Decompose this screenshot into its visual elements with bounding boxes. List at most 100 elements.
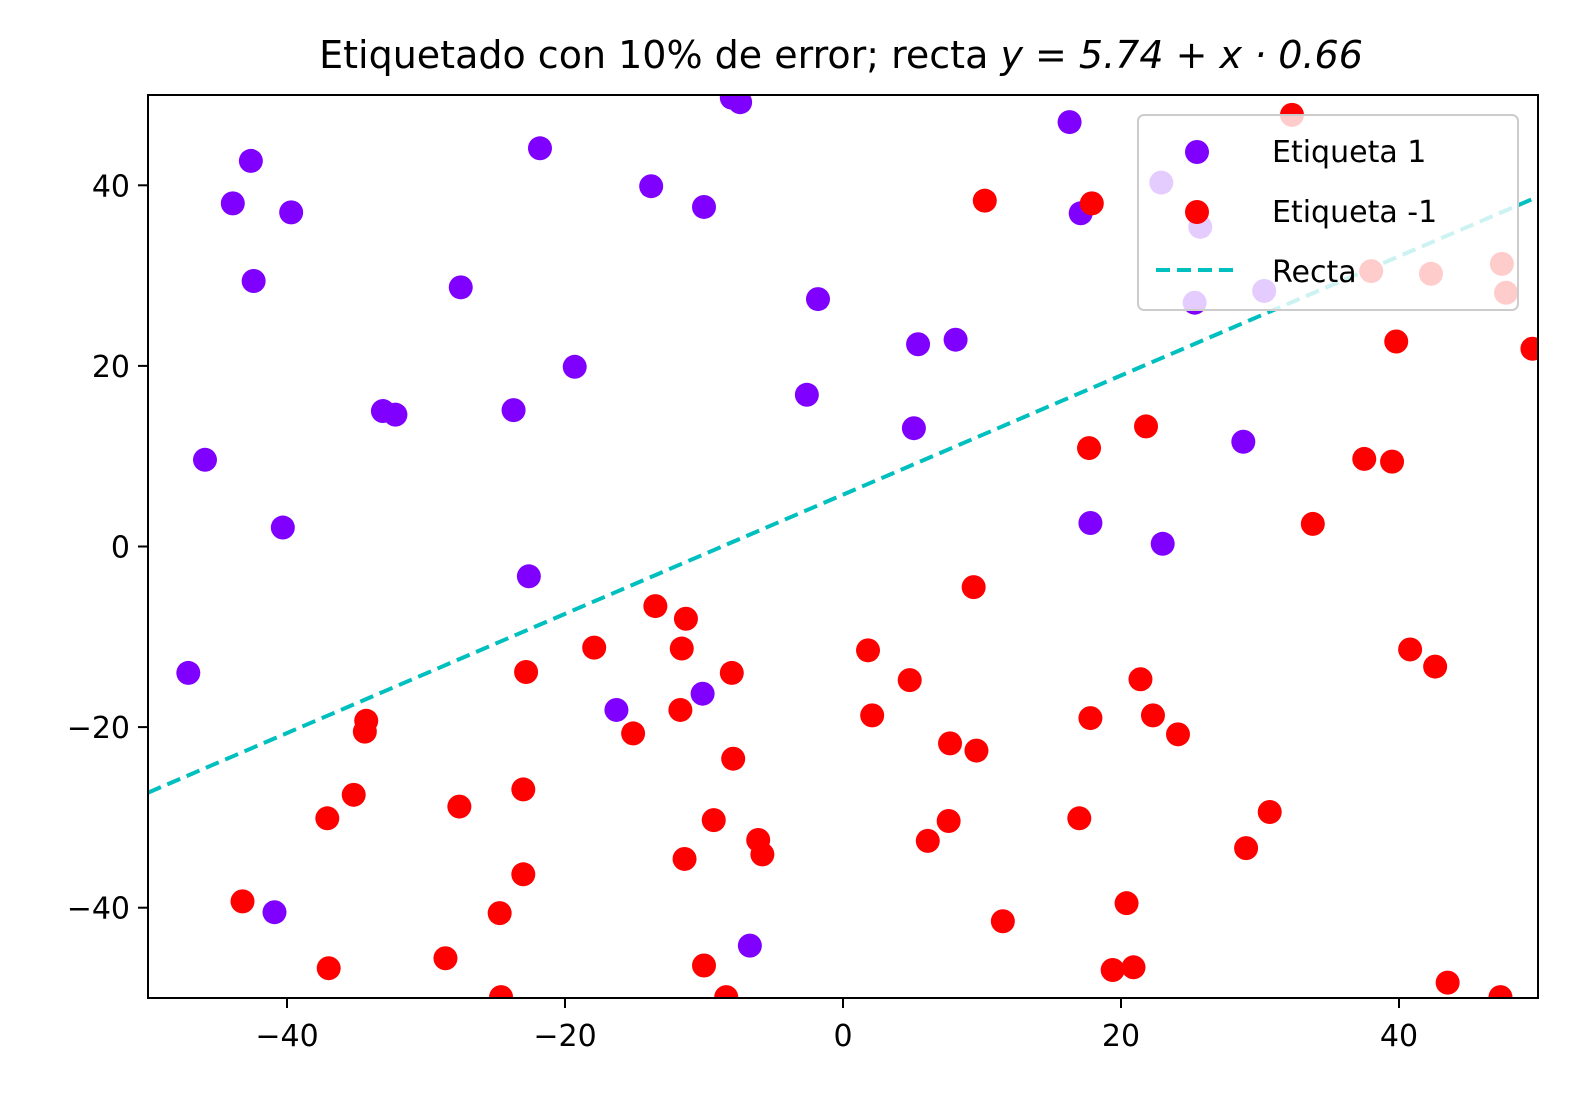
plot-frame (147, 94, 1539, 999)
y-tick-label: 40 (92, 169, 130, 204)
x-tick-label: 20 (1102, 1019, 1140, 1054)
point-etiqueta-neg-1 (668, 697, 693, 722)
point-etiqueta-neg-1 (1114, 891, 1139, 916)
point-etiqueta-neg-1 (1435, 970, 1460, 995)
point-etiqueta-1 (501, 398, 526, 423)
x-tick-label: 40 (1380, 1019, 1418, 1054)
y-tick-label: −40 (67, 892, 130, 927)
point-etiqueta-neg-1 (1077, 436, 1102, 461)
point-etiqueta-neg-1 (1352, 446, 1377, 471)
point-etiqueta-neg-1 (433, 946, 458, 971)
chart-title: Etiquetado con 10% de error; recta y = 5… (319, 33, 1363, 77)
point-etiqueta-1 (901, 416, 926, 441)
point-etiqueta-neg-1 (721, 746, 746, 771)
point-etiqueta-1 (241, 269, 266, 294)
y-tick-label: 20 (92, 350, 130, 385)
point-etiqueta-1 (516, 564, 541, 589)
legend-label-etiqueta-1: Etiqueta 1 (1272, 135, 1426, 170)
legend: Etiqueta 1 Etiqueta -1 Recta (1137, 114, 1519, 311)
point-etiqueta-neg-1 (964, 738, 989, 763)
point-etiqueta-1 (604, 697, 629, 722)
point-etiqueta-neg-1 (672, 846, 697, 871)
point-etiqueta-neg-1 (915, 828, 940, 853)
point-etiqueta-neg-1 (1257, 799, 1282, 824)
point-etiqueta-1 (737, 933, 762, 958)
legend-marker-etiqueta-neg-1 (1185, 200, 1209, 224)
point-etiqueta-neg-1 (1134, 414, 1159, 439)
point-etiqueta-neg-1 (714, 985, 739, 998)
point-etiqueta-neg-1 (1140, 703, 1165, 728)
point-etiqueta-neg-1 (447, 794, 472, 819)
point-etiqueta-1 (805, 287, 830, 312)
y-axis: −40 −20 0 20 40 (67, 169, 148, 927)
point-etiqueta-1 (279, 200, 304, 225)
point-etiqueta-neg-1 (1079, 191, 1104, 216)
point-etiqueta-neg-1 (990, 909, 1015, 934)
x-tick-label: −40 (255, 1019, 318, 1054)
point-etiqueta-neg-1 (938, 731, 963, 756)
point-etiqueta-1 (692, 194, 716, 219)
point-etiqueta-neg-1 (860, 703, 885, 728)
point-etiqueta-1 (728, 95, 753, 115)
point-etiqueta-neg-1 (621, 721, 646, 746)
point-etiqueta-neg-1 (582, 635, 607, 660)
point-etiqueta-1 (690, 681, 715, 706)
point-etiqueta-neg-1 (514, 660, 539, 685)
point-etiqueta-neg-1 (750, 842, 775, 867)
point-etiqueta-neg-1 (669, 636, 694, 661)
point-etiqueta-neg-1 (316, 956, 341, 981)
point-etiqueta-neg-1 (1520, 336, 1538, 361)
x-tick-label: −20 (533, 1019, 596, 1054)
point-etiqueta-neg-1 (1078, 706, 1103, 731)
point-etiqueta-neg-1 (341, 782, 366, 807)
x-tick-label: 0 (833, 1019, 852, 1054)
point-etiqueta-neg-1 (1165, 722, 1190, 747)
point-etiqueta-neg-1 (856, 638, 881, 663)
point-etiqueta-neg-1 (1423, 654, 1448, 679)
point-etiqueta-neg-1 (701, 808, 726, 833)
legend-marker-etiqueta-1 (1185, 140, 1209, 164)
point-etiqueta-neg-1 (1300, 511, 1325, 536)
point-etiqueta-neg-1 (487, 901, 512, 926)
point-etiqueta-neg-1 (315, 806, 340, 831)
point-etiqueta-neg-1 (719, 660, 744, 685)
point-etiqueta-neg-1 (972, 188, 997, 213)
point-etiqueta-neg-1 (230, 889, 255, 914)
legend-label-recta: Recta (1272, 255, 1357, 290)
point-etiqueta-neg-1 (692, 953, 716, 978)
point-etiqueta-neg-1 (1121, 955, 1146, 980)
point-etiqueta-1 (1078, 511, 1103, 536)
point-etiqueta-neg-1 (1234, 836, 1259, 861)
point-etiqueta-neg-1 (643, 594, 668, 619)
x-axis: −40 −20 0 20 40 (255, 998, 1418, 1054)
point-etiqueta-neg-1 (1100, 958, 1125, 983)
point-etiqueta-neg-1 (936, 809, 961, 834)
point-etiqueta-1 (238, 148, 263, 173)
point-etiqueta-1 (562, 354, 587, 379)
point-etiqueta-neg-1 (1128, 667, 1153, 692)
point-etiqueta-1 (448, 275, 473, 300)
y-tick-label: −20 (67, 711, 130, 746)
point-etiqueta-1 (270, 515, 295, 540)
legend-label-etiqueta-neg-1: Etiqueta -1 (1272, 195, 1437, 230)
point-etiqueta-1 (527, 136, 552, 161)
point-etiqueta-1 (262, 900, 287, 925)
point-etiqueta-1 (943, 327, 968, 352)
point-etiqueta-1 (1150, 531, 1175, 556)
point-etiqueta-neg-1 (511, 777, 536, 802)
point-etiqueta-1 (383, 402, 408, 427)
legend-box (1137, 114, 1519, 311)
point-etiqueta-1 (794, 382, 819, 407)
point-etiqueta-1 (1057, 110, 1082, 135)
point-etiqueta-neg-1 (1384, 329, 1409, 354)
point-etiqueta-neg-1 (961, 575, 986, 600)
point-etiqueta-neg-1 (1067, 806, 1092, 831)
point-etiqueta-1 (220, 191, 245, 216)
point-etiqueta-1 (176, 660, 201, 685)
point-etiqueta-neg-1 (673, 606, 698, 631)
point-etiqueta-neg-1 (511, 862, 536, 887)
y-tick-label: 0 (111, 531, 130, 566)
point-etiqueta-1 (639, 174, 664, 199)
point-etiqueta-neg-1 (489, 985, 514, 998)
